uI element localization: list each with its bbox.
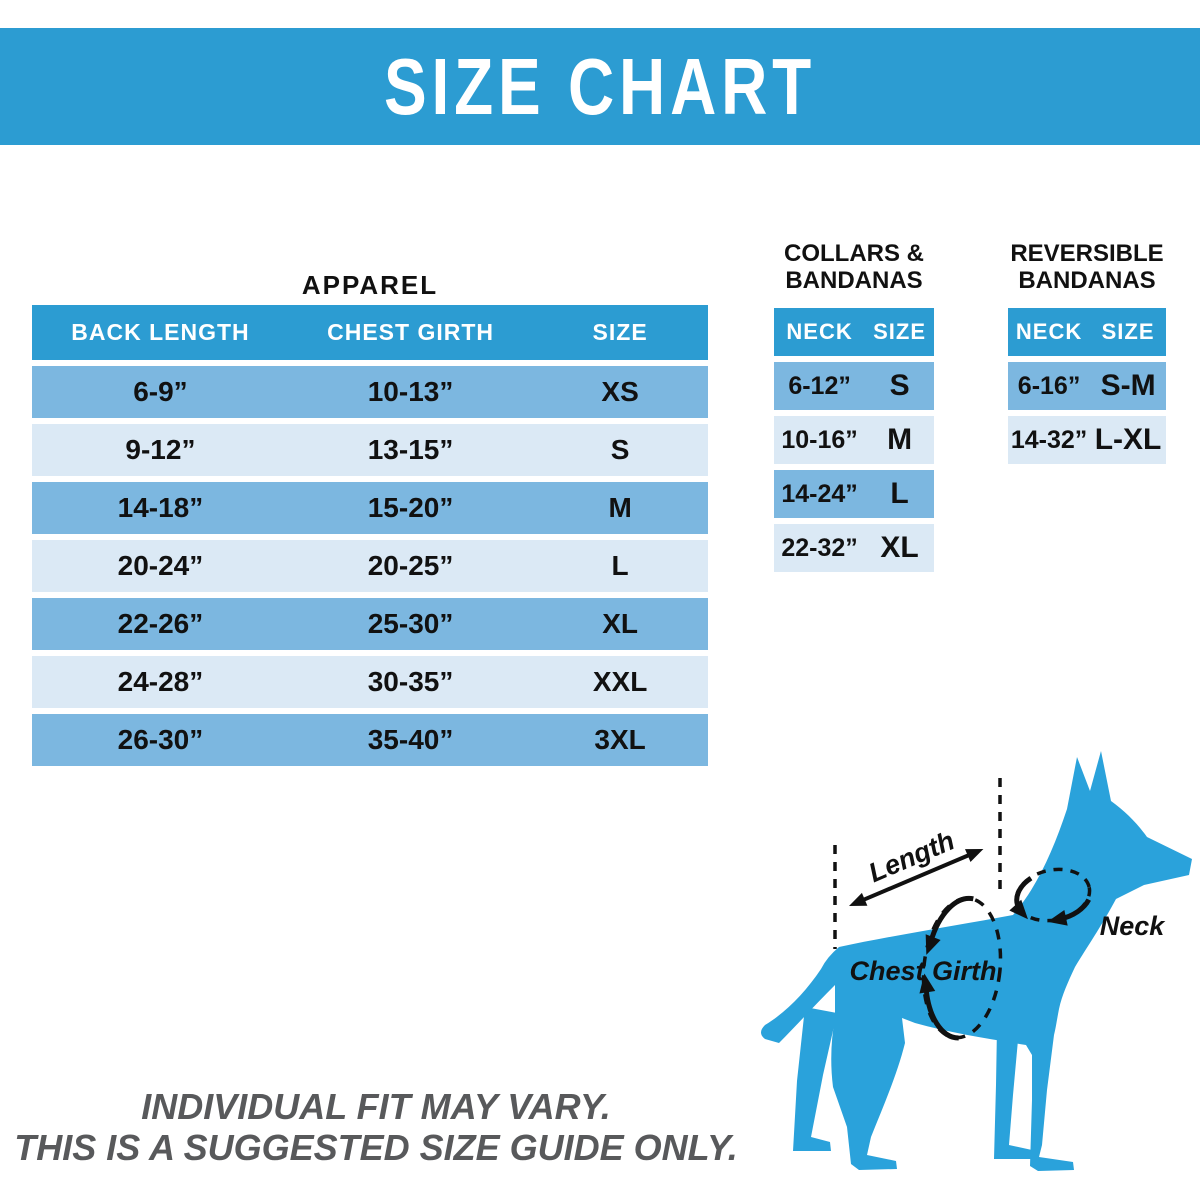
table-cell: L-XL [1094, 423, 1162, 456]
table-cell: 14-18” [117, 492, 204, 523]
table-row: 10-16” M [774, 416, 934, 464]
table-cell: 15-20” [367, 492, 454, 523]
table-cell: 9-12” [125, 434, 196, 465]
table-cell: 6-16” [1017, 371, 1081, 400]
column-header-back-length: BACK LENGTH [71, 319, 250, 345]
table-cell: 10-13” [367, 376, 454, 407]
table-cell: 35-40” [367, 724, 454, 755]
table-cell: 26-30” [117, 724, 204, 755]
table-cell: 14-32” [1010, 425, 1088, 454]
collars-title-line1: COLLARS & [784, 240, 924, 267]
table-cell: 22-32” [781, 533, 858, 562]
collars-table-header: NECK SIZE [774, 308, 934, 356]
chest-girth-label: Chest Girth [849, 956, 996, 986]
collars-table-title: COLLARS & BANDANAS [764, 240, 944, 294]
column-header-size: SIZE [1101, 319, 1155, 344]
disclaimer-line1: INDIVIDUAL FIT MAY VARY. [141, 1086, 611, 1127]
table-row: 6-12” S [774, 362, 934, 410]
table-row: 20-24” 20-25” L [32, 540, 708, 592]
apparel-table-header: BACK LENGTH CHEST GIRTH SIZE [32, 305, 708, 360]
table-cell: S [889, 369, 910, 402]
table-cell: 6-9” [133, 376, 188, 407]
table-cell: 25-30” [367, 608, 454, 639]
collars-table-body: 6-12” S 10-16” M 14-24” L 22-32” XL [774, 362, 934, 572]
table-cell: 3XL [594, 724, 646, 755]
table-cell: XXL [592, 666, 648, 697]
column-header-size: SIZE [873, 319, 927, 344]
table-cell: 24-28” [117, 666, 204, 697]
table-cell: XS [601, 376, 639, 407]
neck-label: Neck [1100, 911, 1167, 941]
table-cell: S-M [1100, 369, 1156, 402]
dog-measurement-diagram: Length Chest Girth Neck [761, 751, 1192, 1171]
table-row: 14-32” L-XL [1008, 416, 1166, 464]
reversible-table-body: 6-16” S-M 14-32” L-XL [1008, 362, 1166, 464]
table-row: 6-9” 10-13” XS [32, 366, 708, 418]
table-cell: M [608, 492, 632, 523]
disclaimer-line2: THIS IS A SUGGESTED SIZE GUIDE ONLY. [14, 1127, 738, 1168]
table-cell: 20-25” [367, 550, 454, 581]
table-cell: 30-35” [367, 666, 454, 697]
column-header-chest-girth: CHEST GIRTH [327, 319, 494, 345]
table-row: 6-16” S-M [1008, 362, 1166, 410]
dog-body [761, 751, 1192, 1171]
disclaimer: INDIVIDUAL FIT MAY VARY. THIS IS A SUGGE… [0, 1086, 752, 1168]
table-cell: S [610, 434, 630, 465]
table-cell: XL [602, 608, 638, 639]
apparel-table: BACK LENGTH CHEST GIRTH SIZE 6-9” 10-13” X… [32, 305, 708, 766]
chest-girth-ellipse [919, 895, 1003, 1041]
table-row: 14-24” L [774, 470, 934, 518]
dog-silhouette [761, 751, 1192, 1171]
reversible-table: NECK SIZE 6-16” S-M 14-32” L-XL [1008, 308, 1166, 464]
apparel-table-title: APPAREL [301, 270, 439, 300]
table-row: 14-18” 15-20” M [32, 482, 708, 534]
neck-ellipse [1009, 867, 1092, 926]
page-title: SIZE CHART [384, 41, 816, 131]
apparel-table-body: 6-9” 10-13” XS 9-12” 13-15” S 14-18” 15-20” M 20-… [32, 366, 708, 766]
reversible-table-header: NECK SIZE [1008, 308, 1166, 356]
table-cell: 14-24” [781, 479, 858, 508]
collars-title-line2: BANDANAS [785, 267, 923, 294]
table-row: 26-30” 35-40” 3XL [32, 714, 708, 766]
table-cell: 20-24” [117, 550, 204, 581]
length-arrow [849, 848, 984, 906]
table-cell: 6-12” [788, 371, 851, 400]
table-row: 24-28” 30-35” XXL [32, 656, 708, 708]
table-cell: 13-15” [367, 434, 454, 465]
table-row: 22-26” 25-30” XL [32, 598, 708, 650]
banner: SIZE CHART [0, 28, 1200, 145]
table-cell: XL [880, 531, 919, 564]
dog-far-hind-leg [793, 1007, 837, 1151]
column-header-neck: NECK [1015, 319, 1083, 344]
dog-far-front-leg [994, 1027, 1033, 1159]
collars-table: NECK SIZE 6-12” S 10-16” M 14-24” L 22-32” XL [774, 308, 934, 572]
table-cell: L [890, 477, 909, 510]
table-row: 9-12” 13-15” S [32, 424, 708, 476]
reversible-table-title: REVERSIBLE BANDANAS [997, 240, 1177, 294]
table-cell: L [611, 550, 629, 581]
table-cell: M [887, 423, 913, 456]
table-row: 22-32” XL [774, 524, 934, 572]
table-cell: 22-26” [117, 608, 204, 639]
column-header-size: SIZE [592, 319, 648, 345]
reversible-title-line1: REVERSIBLE [1010, 240, 1164, 267]
table-cell: 10-16” [781, 425, 858, 454]
column-header-neck: NECK [786, 319, 853, 344]
reversible-title-line2: BANDANAS [1018, 267, 1156, 294]
